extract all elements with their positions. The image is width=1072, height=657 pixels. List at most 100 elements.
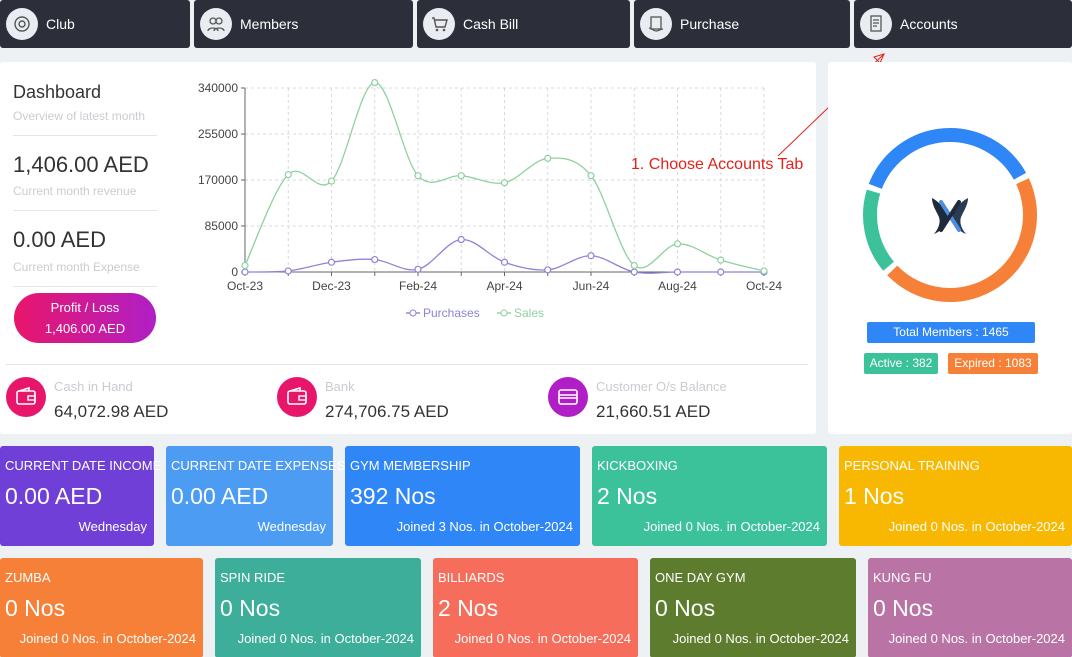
x-tick-label: Oct-24 (746, 279, 782, 293)
y-tick-label: 255000 (198, 127, 238, 141)
data-point-purchases (284, 267, 292, 275)
stat-card-zumba[interactable]: ZUMBA 0 Nos Joined 0 Nos. in October-2024 (0, 558, 203, 657)
revenue-label: Current month revenue (13, 184, 137, 198)
stat-card-title: CURRENT DATE INCOME (5, 458, 162, 473)
data-point-purchases (371, 255, 379, 264)
y-tick-label: 85000 (205, 219, 239, 233)
stat-card-title: KICKBOXING (597, 458, 678, 473)
nav-tab-members[interactable]: Members (194, 0, 413, 48)
stat-card-title: CURRENT DATE EXPENSES (171, 458, 346, 473)
data-point-sales (414, 172, 422, 180)
nav-tab-cash-bill[interactable]: Cash Bill (417, 0, 630, 48)
stat-card-title: KUNG FU (873, 570, 932, 585)
profit-loss-button[interactable]: Profit / Loss 1,406.00 AED (14, 293, 156, 343)
x-tick-label: Dec-23 (312, 279, 351, 293)
data-point-sales (284, 170, 292, 179)
revenue-chart: 0 85000 170000 255000 340000 Oct-23 Dec-23 Feb-… (198, 78, 782, 320)
finance-label: Bank (325, 379, 355, 394)
data-point-sales (760, 267, 768, 275)
legend-label: Purchases (423, 306, 480, 320)
nav-tab-purchase[interactable]: Purchase (634, 0, 850, 48)
top-nav: Club Members Cash Bill Purchase Accounts (0, 0, 1072, 48)
stat-card-gym-membership[interactable]: GYM MEMBERSHIP 392 Nos Joined 3 Nos. in Oc… (345, 446, 580, 546)
page-title: Dashboard (13, 82, 102, 102)
nav-tab-label: Members (240, 16, 299, 32)
stat-card-value: 0 Nos (655, 595, 716, 621)
stat-card-title: PERSONAL TRAINING (844, 458, 980, 473)
stat-card-footer: Joined 0 Nos. in October-2024 (672, 631, 849, 646)
stat-card-footer: Wednesday (78, 519, 147, 534)
divider (13, 135, 157, 136)
stat-card-footer: Wednesday (257, 519, 326, 534)
series-line-sales (244, 81, 765, 272)
dashboard-subtitle: Overview of latest month (13, 109, 146, 123)
revenue-value: 1,406.00 AED (13, 152, 149, 177)
stat-card-title: GYM MEMBERSHIP (350, 458, 471, 473)
data-point-sales (717, 256, 725, 264)
dashboard-card: Dashboard Overview of latest month 1,406… (0, 62, 816, 434)
nav-tab-label: Purchase (680, 16, 740, 32)
active-ring-segment (863, 189, 895, 271)
cash-bill-icon (423, 8, 455, 40)
stat-card-footer: Joined 0 Nos. in October-2024 (888, 631, 1065, 646)
stat-card-kickboxing[interactable]: KICKBOXING 2 Nos Joined 0 Nos. in October-… (592, 446, 827, 546)
total-members-badge: Total Members : 1465 (867, 322, 1035, 343)
members-donut-chart (863, 128, 1037, 302)
finance-value: 21,660.51 AED (596, 402, 711, 421)
data-point-purchases (587, 252, 595, 260)
legend-label: Sales (514, 306, 544, 320)
data-point-sales (457, 172, 465, 180)
nav-tab-accounts[interactable]: Accounts (854, 0, 1072, 48)
club-logo (932, 198, 968, 234)
annotation-text: 1. Choose Accounts Tab (631, 156, 804, 173)
purchase-icon (640, 8, 672, 40)
members-icon (200, 8, 232, 40)
data-point-purchases (544, 266, 552, 274)
x-tick-label: Feb-24 (399, 279, 437, 293)
data-point-sales (327, 177, 336, 185)
club-icon (6, 8, 38, 40)
stat-card-value: 2 Nos (438, 595, 499, 621)
stat-card-spin-ride[interactable]: SPIN RIDE 0 Nos Joined 0 Nos. in October-2… (215, 558, 421, 657)
active-members-badge: Active : 382 (864, 353, 938, 374)
expense-value: 0.00 AED (13, 227, 106, 252)
divider (13, 210, 157, 211)
legend-item-purchases[interactable]: Purchases (406, 306, 480, 320)
data-point-sales (587, 172, 595, 180)
legend-marker (500, 309, 508, 317)
stat-card-personal-training[interactable]: PERSONAL TRAINING 1 Nos Joined 0 Nos. in O… (839, 446, 1072, 546)
stat-card-footer: Joined 3 Nos. in October-2024 (396, 519, 573, 534)
data-point-purchases (500, 258, 509, 266)
stat-card-footer: Joined 0 Nos. in October-2024 (643, 519, 820, 534)
nav-tab-club[interactable]: Club (0, 0, 190, 48)
finance-value: 274,706.75 AED (325, 402, 449, 421)
data-point-sales (500, 179, 509, 187)
stat-card-current-date-expenses[interactable]: CURRENT DATE EXPENSES 0.00 AED Wednesday (166, 446, 345, 546)
stat-card-current-date-income[interactable]: CURRENT DATE INCOME 0.00 AED Wednesday (0, 446, 161, 546)
stat-card-one-day-gym[interactable]: ONE DAY GYM 0 Nos Joined 0 Nos. in October… (650, 558, 856, 657)
x-tick-label: Jun-24 (573, 279, 610, 293)
legend-marker (409, 309, 417, 317)
data-point-purchases (717, 268, 725, 276)
finance-value: 64,072.98 AED (54, 402, 169, 421)
stat-card-value: 0 Nos (220, 595, 281, 621)
stat-card-value: 0 Nos (5, 595, 66, 621)
stat-card-billiards[interactable]: BILLIARDS 2 Nos Joined 0 Nos. in October-2… (433, 558, 638, 657)
data-point-sales (371, 78, 379, 87)
legend-item-sales[interactable]: Sales (497, 306, 544, 320)
nav-tab-label: Club (46, 16, 75, 32)
data-point-purchases (457, 235, 465, 244)
x-tick-label: Oct-23 (227, 279, 263, 293)
expired-ring-segment (887, 178, 1037, 302)
y-tick-label: 340000 (198, 81, 238, 95)
finance-label: Cash in Hand (54, 379, 133, 394)
y-tick-label: 0 (231, 265, 238, 279)
expense-label: Current month Expense (13, 260, 140, 274)
data-point-purchases (673, 268, 682, 276)
wallet-icon (6, 377, 46, 417)
stat-card-title: ZUMBA (5, 570, 51, 585)
nav-tab-label: Accounts (900, 16, 958, 32)
stat-card-kung-fu[interactable]: KUNG FU 0 Nos Joined 0 Nos. in October-202… (868, 558, 1072, 657)
credit-card-icon (548, 377, 588, 417)
finance-label: Customer O/s Balance (596, 379, 727, 394)
